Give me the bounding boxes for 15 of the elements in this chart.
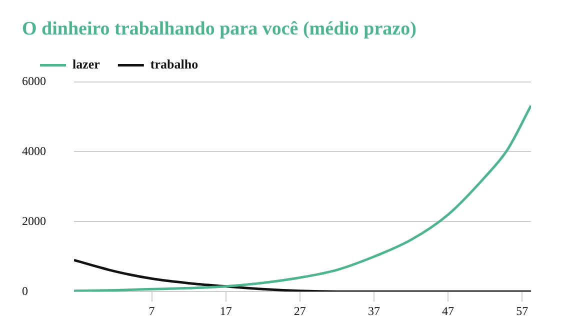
line-series <box>74 104 531 292</box>
x-tick-label: 47 <box>442 304 454 318</box>
legend-label: trabalho <box>150 56 198 72</box>
y-tick-label: 6000 <box>22 74 46 88</box>
y-tick-label: 4000 <box>22 144 46 158</box>
chart-title: O dinheiro trabalhando para você (médio prazo) <box>22 18 416 40</box>
x-tick-label: 17 <box>220 304 232 318</box>
x-tick-label: 7 <box>148 304 155 318</box>
x-tick-label: 57 <box>516 304 528 318</box>
y-tick-label: 0 <box>22 284 28 298</box>
x-tick-label: 27 <box>294 304 306 318</box>
y-tick-label: 2000 <box>22 214 46 228</box>
x-tick-label: 37 <box>368 304 380 318</box>
legend-label: lazer <box>72 56 100 72</box>
line-series <box>74 258 531 292</box>
